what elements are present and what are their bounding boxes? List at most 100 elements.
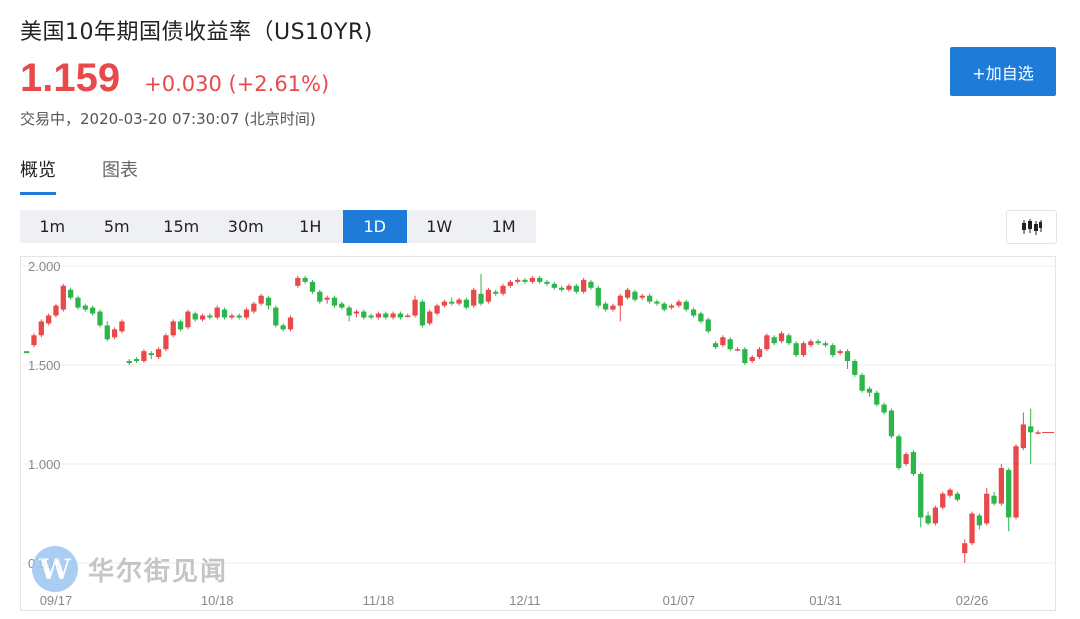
- candle-body: [639, 295, 645, 298]
- candle-body: [881, 404, 887, 413]
- candle-body: [383, 313, 389, 318]
- candle-body: [390, 313, 396, 318]
- candle-body: [229, 315, 235, 318]
- candle-body: [654, 301, 660, 304]
- x-tick-label: 01/31: [809, 593, 842, 608]
- candle-body: [962, 543, 968, 554]
- candle-body: [258, 295, 264, 304]
- period-1h[interactable]: 1H: [299, 217, 322, 236]
- candle-body: [896, 436, 902, 468]
- candle-body: [690, 309, 697, 316]
- candle-body: [932, 507, 939, 524]
- candle-body: [89, 307, 96, 314]
- candle-body: [265, 297, 272, 306]
- candle-body: [800, 343, 807, 356]
- candle-body: [537, 277, 543, 282]
- candle-body: [676, 301, 682, 306]
- candle-body: [434, 305, 440, 314]
- candle-body: [309, 281, 316, 292]
- candle-body: [46, 315, 52, 324]
- candle-body: [273, 307, 279, 326]
- candle-body: [287, 317, 294, 330]
- candle-body: [214, 307, 220, 318]
- candle-body: [874, 392, 880, 405]
- candle-body: [500, 285, 506, 294]
- candle-body: [317, 291, 323, 302]
- tab-chart[interactable]: 图表: [102, 160, 138, 181]
- candle-body: [947, 489, 953, 496]
- candle-body: [111, 329, 118, 338]
- chart-svg: 2.0001.5001.0000.50009/1710/1811/1812/11…: [20, 256, 1056, 611]
- candle-body: [551, 283, 557, 288]
- candle-body: [361, 311, 367, 318]
- y-tick-label: 2.000: [28, 259, 61, 274]
- candle-body: [624, 289, 631, 298]
- candle-body: [580, 279, 587, 292]
- candlestick-icon: [1021, 219, 1042, 235]
- candle-body: [507, 281, 513, 286]
- candle-body: [104, 325, 110, 340]
- candle-body: [24, 351, 30, 354]
- candle-body: [60, 285, 66, 310]
- candle-body: [976, 515, 983, 526]
- candle-body: [199, 315, 206, 320]
- candle-body: [910, 452, 917, 474]
- period-1m[interactable]: 1m: [39, 217, 66, 236]
- candlestick-chart[interactable]: 2.0001.5001.0000.50009/1710/1811/1812/11…: [20, 256, 1056, 611]
- candle-body: [31, 335, 37, 346]
- candle-body: [903, 454, 909, 464]
- period-selector: 1m 5m 15m 30m 1H 1D 1W 1M: [20, 210, 536, 243]
- candle-body: [991, 495, 997, 504]
- candle-body: [441, 301, 448, 306]
- period-1mo[interactable]: 1M: [491, 217, 516, 236]
- candle-body: [177, 321, 184, 330]
- candle-body: [822, 343, 829, 346]
- candlestick-toggle-button[interactable]: [1006, 210, 1057, 244]
- period-15m[interactable]: 15m: [163, 217, 200, 236]
- candle-body: [368, 315, 374, 318]
- period-5m[interactable]: 5m: [103, 217, 130, 236]
- x-tick-label: 11/18: [363, 593, 395, 608]
- candle-body: [449, 301, 455, 304]
- price-row: 1.159 +0.030 (+2.61%): [20, 56, 329, 101]
- candle-body: [793, 343, 799, 356]
- candle-body: [808, 341, 814, 346]
- page-title: 美国10年期国债收益率（US10YR): [20, 20, 373, 45]
- candle-body: [119, 321, 125, 332]
- tab-overview[interactable]: 概览: [20, 156, 56, 195]
- candle-body: [661, 303, 667, 310]
- candle-body: [771, 337, 777, 344]
- candle-body: [646, 295, 653, 302]
- candle-body: [595, 287, 601, 306]
- candle-body: [918, 473, 924, 518]
- candle-body: [478, 293, 484, 304]
- candle-body: [610, 305, 616, 310]
- candle-body: [192, 313, 198, 320]
- candle-body: [712, 343, 719, 348]
- period-1w[interactable]: 1W: [426, 217, 453, 236]
- candle-body: [720, 337, 726, 346]
- price-change: +0.030 (+2.61%): [144, 72, 330, 96]
- candle-body: [163, 335, 169, 350]
- period-30m[interactable]: 30m: [227, 217, 264, 236]
- candle-body: [97, 311, 103, 326]
- candle-body: [126, 361, 132, 364]
- x-tick-label: 02/26: [956, 593, 989, 608]
- candle-body: [683, 301, 689, 310]
- candle-body: [148, 353, 154, 356]
- candle-body: [185, 311, 191, 328]
- candle-body: [485, 289, 492, 302]
- y-tick-label: 1.000: [28, 457, 61, 472]
- candle-body: [544, 281, 550, 284]
- candle-body: [302, 277, 308, 282]
- candle-body: [412, 299, 418, 316]
- chart-border: [20, 256, 1056, 611]
- period-1d[interactable]: 1D: [342, 210, 407, 243]
- add-to-watchlist-button[interactable]: +加自选: [950, 47, 1056, 96]
- candle-body: [133, 359, 140, 362]
- candle-body: [844, 351, 851, 362]
- candle-body: [207, 315, 213, 318]
- x-tick-label: 01/07: [663, 593, 696, 608]
- candle-body: [53, 305, 59, 316]
- candle-body: [280, 325, 286, 330]
